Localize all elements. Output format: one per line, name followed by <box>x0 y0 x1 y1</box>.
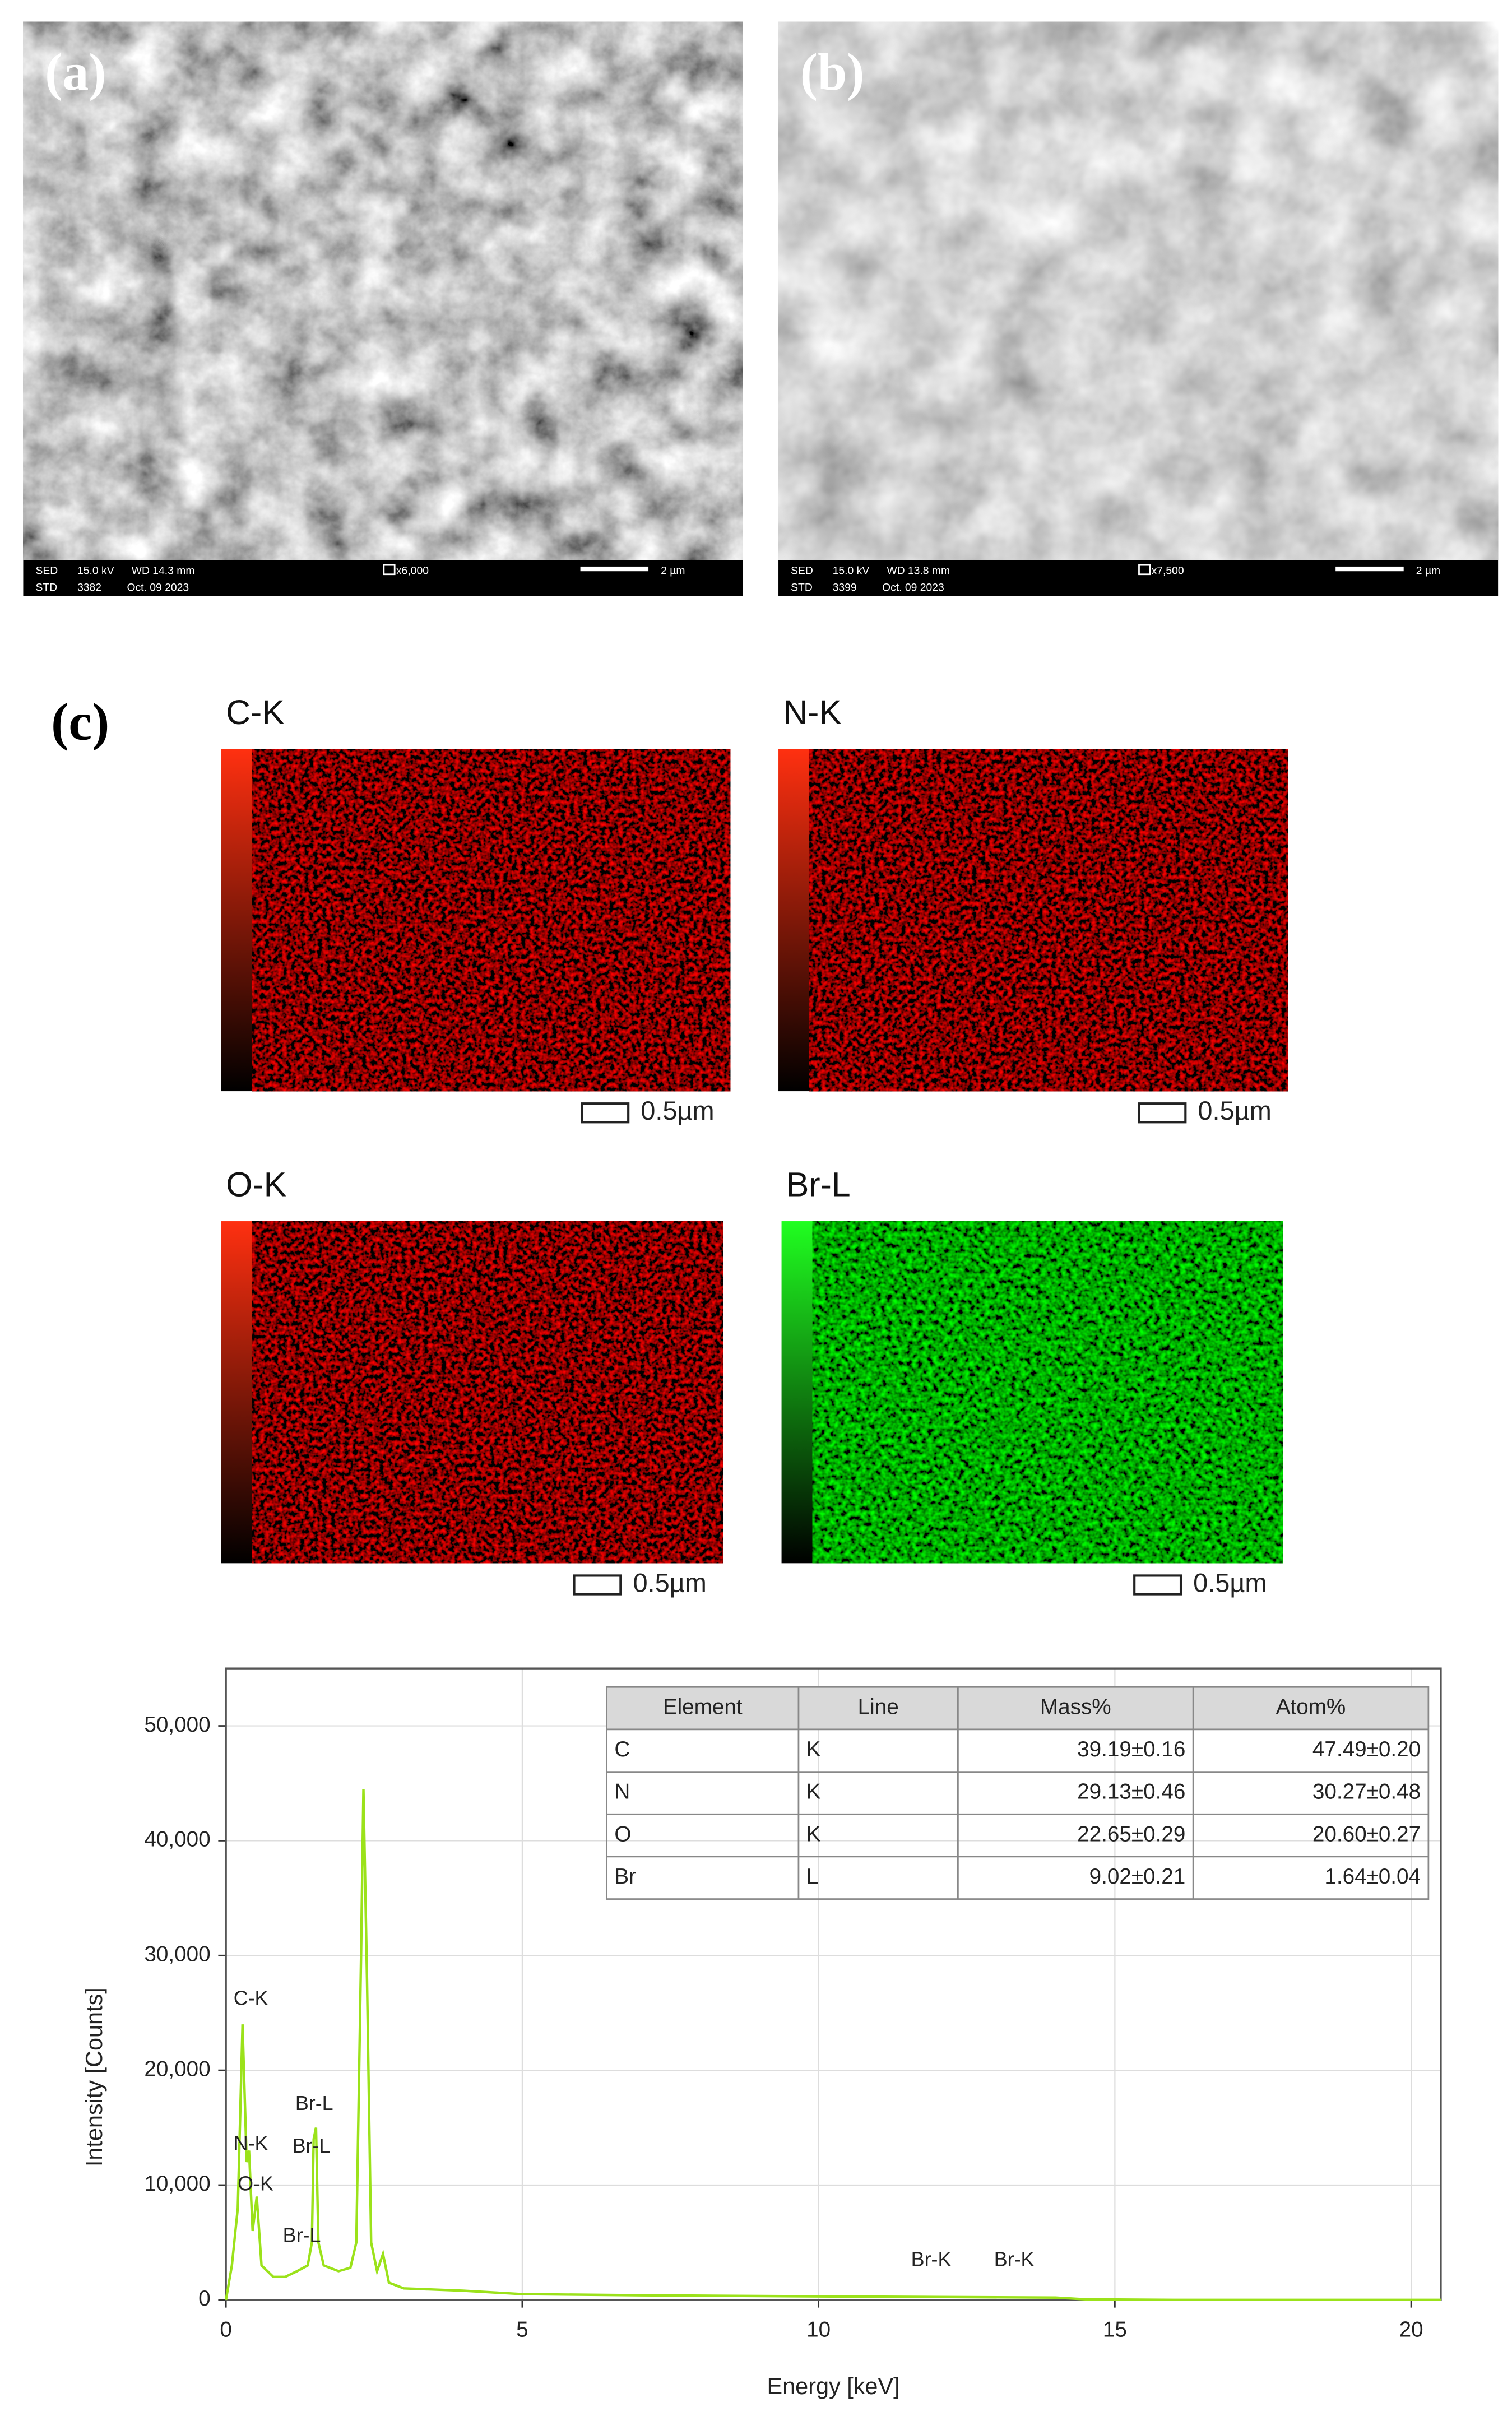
magnification: x6,000 <box>396 565 429 577</box>
map-title: N-K <box>783 693 842 731</box>
scale-bar <box>580 566 649 572</box>
scale-label: 2 µm <box>1416 565 1440 577</box>
sem-image <box>23 21 743 560</box>
table-header: Mass% <box>1040 1695 1111 1719</box>
scale-label: 2 µm <box>661 565 685 577</box>
peak-label: Br-L <box>293 2135 331 2157</box>
y-axis-label: Intensity [Counts] <box>81 1987 107 2167</box>
element-map <box>252 749 731 1092</box>
content: (a) SED 15.0 kV WD 14.3 mm STD 3382 Oct. 09 20… <box>23 21 1499 2399</box>
color-bar <box>221 749 253 1092</box>
map-scale-box <box>573 1574 622 1596</box>
map-scale-box <box>1138 1102 1187 1124</box>
table-cell: C <box>614 1737 630 1761</box>
map-title: Br-L <box>786 1165 851 1203</box>
map-title: O-K <box>226 1165 286 1203</box>
peak-label: O-K <box>238 2172 273 2195</box>
table-header: Element <box>663 1695 743 1719</box>
element-map <box>809 749 1288 1092</box>
panel-label: (b) <box>800 43 865 101</box>
sem-info: WD 13.8 mm <box>887 565 950 577</box>
x-tick-label: 10 <box>806 2317 831 2341</box>
y-tick-label: 10,000 <box>144 2172 210 2196</box>
table-cell: N <box>614 1780 630 1804</box>
sem-info: 15.0 kV <box>77 565 114 577</box>
table-cell: 20.60±0.27 <box>1312 1822 1421 1846</box>
color-bar <box>778 749 810 1092</box>
map-scale-label: 0.5µm <box>633 1568 706 1597</box>
scale-bar <box>1335 566 1404 572</box>
sem-image <box>778 21 1499 560</box>
table-header: Line <box>858 1695 899 1719</box>
y-tick-label: 40,000 <box>144 1828 210 1852</box>
map-scale-label: 0.5µm <box>1193 1568 1267 1597</box>
sem-info: 3399 <box>833 582 857 594</box>
x-tick-label: 0 <box>220 2317 232 2341</box>
table-frame <box>606 1686 1430 1900</box>
table-cell: K <box>806 1780 821 1804</box>
peak-label: C-K <box>234 1987 268 2010</box>
map-scale-box <box>1133 1574 1182 1596</box>
y-tick-label: 50,000 <box>144 1713 210 1737</box>
peak-label: Br-L <box>283 2224 321 2247</box>
plot-frame <box>225 1667 1442 2301</box>
peak-label: Br-K <box>994 2248 1035 2271</box>
table-cell: 9.02±0.21 <box>1089 1865 1186 1889</box>
table-cell: 30.27±0.48 <box>1312 1780 1421 1804</box>
table-cell: O <box>614 1822 631 1846</box>
magnification: x7,500 <box>1152 565 1184 577</box>
map-scale-label: 0.5µm <box>1198 1096 1271 1125</box>
peak-label: N-K <box>234 2132 268 2155</box>
table-header-bg <box>606 1687 1428 1729</box>
panel-label: (a) <box>45 43 106 101</box>
x-tick-label: 15 <box>1103 2317 1127 2341</box>
sem-info: Oct. 09 2023 <box>882 582 944 594</box>
peak-label: Br-L <box>295 2092 333 2114</box>
element-map <box>812 1221 1283 1564</box>
sem-info: SED <box>36 565 58 577</box>
color-bar <box>781 1221 813 1564</box>
map-title: C-K <box>226 693 285 731</box>
element-map <box>252 1221 723 1564</box>
table-cell: 39.19±0.16 <box>1077 1737 1185 1761</box>
x-tick-label: 5 <box>516 2317 528 2341</box>
x-axis-label: Energy [keV] <box>767 2373 900 2399</box>
peak-label: Br-K <box>911 2248 952 2271</box>
color-bar <box>221 1221 253 1564</box>
y-tick-label: 20,000 <box>144 2057 210 2081</box>
map-scale-box <box>581 1102 630 1124</box>
x-tick-label: 20 <box>1399 2317 1423 2341</box>
sem-info: STD <box>36 582 58 594</box>
spectrum-line <box>225 1789 1441 2302</box>
table-cell: K <box>806 1737 821 1761</box>
camera-icon <box>1138 564 1151 576</box>
y-tick-label: 0 <box>198 2287 211 2311</box>
table-cell: 1.64±0.04 <box>1324 1865 1421 1889</box>
table-cell: L <box>806 1865 819 1889</box>
table-header: Atom% <box>1276 1695 1346 1719</box>
sem-info: 3382 <box>77 582 101 594</box>
sem-info: STD <box>791 582 813 594</box>
table-cell: 47.49±0.20 <box>1312 1737 1421 1761</box>
map-scale-label: 0.5µm <box>641 1096 714 1125</box>
sem-info: Oct. 09 2023 <box>127 582 189 594</box>
table-cell: 22.65±0.29 <box>1077 1822 1185 1846</box>
panel-label: (c) <box>51 693 109 752</box>
sem-info: 15.0 kV <box>833 565 870 577</box>
table-cell: Br <box>614 1865 636 1889</box>
sem-info: WD 14.3 mm <box>132 565 195 577</box>
y-tick-label: 30,000 <box>144 1942 210 1966</box>
table-cell: 29.13±0.46 <box>1077 1780 1185 1804</box>
table-cell: K <box>806 1822 821 1846</box>
camera-icon <box>383 564 396 576</box>
sem-info: SED <box>791 565 813 577</box>
